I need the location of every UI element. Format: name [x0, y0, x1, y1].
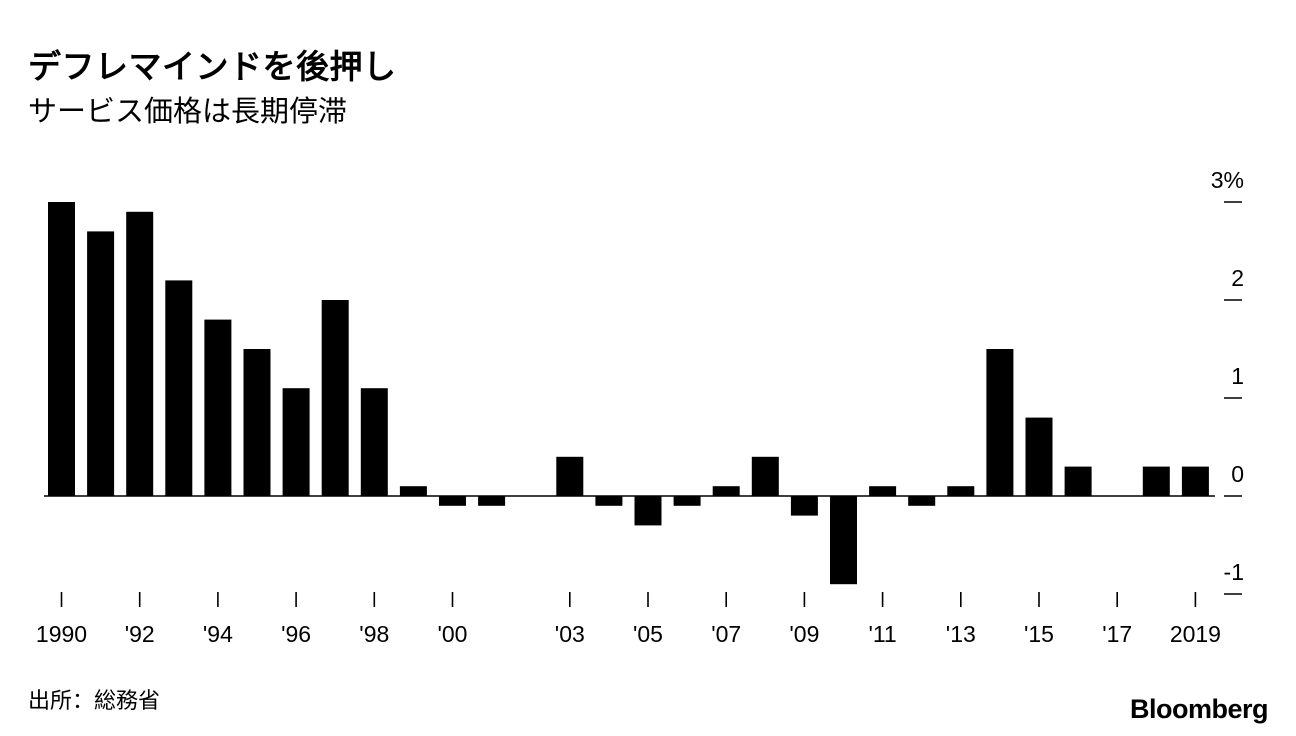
x-tick-label-2017: '17 [1102, 621, 1132, 647]
bar-1995 [243, 349, 271, 496]
bar-2003 [556, 456, 584, 496]
x-tick-label-1994: '94 [203, 621, 233, 647]
bar-2012 [908, 496, 936, 506]
bar-1991 [87, 231, 115, 496]
bar-2008 [751, 456, 779, 496]
x-tick-label-1998: '98 [359, 621, 389, 647]
x-tick-label-2009: '09 [789, 621, 819, 647]
bar-2004 [595, 496, 623, 506]
chart-title: デフレマインドを後押し [28, 47, 397, 86]
bar-1996 [282, 388, 310, 496]
bar-2010 [830, 496, 857, 585]
bar-2014 [986, 349, 1014, 496]
x-tick-label-2007: '07 [711, 621, 741, 647]
y-tick-label-0: 0 [1231, 461, 1244, 487]
bar-1994 [204, 319, 232, 496]
bar-2015 [1025, 417, 1053, 496]
bar-1999 [399, 486, 427, 496]
y-tick-label-2: 2 [1231, 265, 1244, 291]
x-tick-label-1990: 1990 [36, 621, 87, 647]
y-tick-label-3: 3% [1211, 167, 1244, 193]
bar-1997 [321, 300, 349, 496]
x-tick-label-2000: '00 [438, 621, 468, 647]
bar-2006 [673, 496, 701, 506]
bar-1992 [126, 211, 154, 497]
x-tick-label-2011: '11 [868, 621, 896, 647]
x-tick-label-2003: '03 [555, 621, 585, 647]
bar-2013 [947, 486, 975, 496]
bar-2011 [869, 486, 897, 496]
bar-2007 [712, 486, 740, 496]
bar-2018 [1142, 466, 1170, 496]
x-tick-label-2019: 2019 [1170, 621, 1221, 647]
bar-2005 [634, 496, 662, 526]
y-tick-label-1: 1 [1231, 363, 1244, 389]
bar-1993 [165, 280, 193, 496]
bar-1990 [48, 202, 75, 496]
source-note: 出所：総務省 [28, 689, 161, 714]
bar-1998 [360, 388, 388, 496]
x-tick-label-2005: '05 [633, 621, 663, 647]
bar-2009 [790, 496, 818, 516]
x-tick-label-2015: '15 [1024, 621, 1054, 647]
y-tick-label--1: -1 [1224, 559, 1244, 585]
bloomberg-logo: Bloomberg [1129, 694, 1269, 724]
bar-2019 [1181, 466, 1209, 496]
chart-subtitle: サービス価格は長期停滞 [28, 94, 348, 128]
bar-2001 [478, 496, 506, 506]
x-tick-label-1996: '96 [281, 621, 311, 647]
x-tick-label-1992: '92 [125, 621, 155, 647]
bar-2000 [439, 496, 466, 506]
bar-2016 [1064, 466, 1092, 496]
x-tick-label-2013: '13 [946, 621, 976, 647]
